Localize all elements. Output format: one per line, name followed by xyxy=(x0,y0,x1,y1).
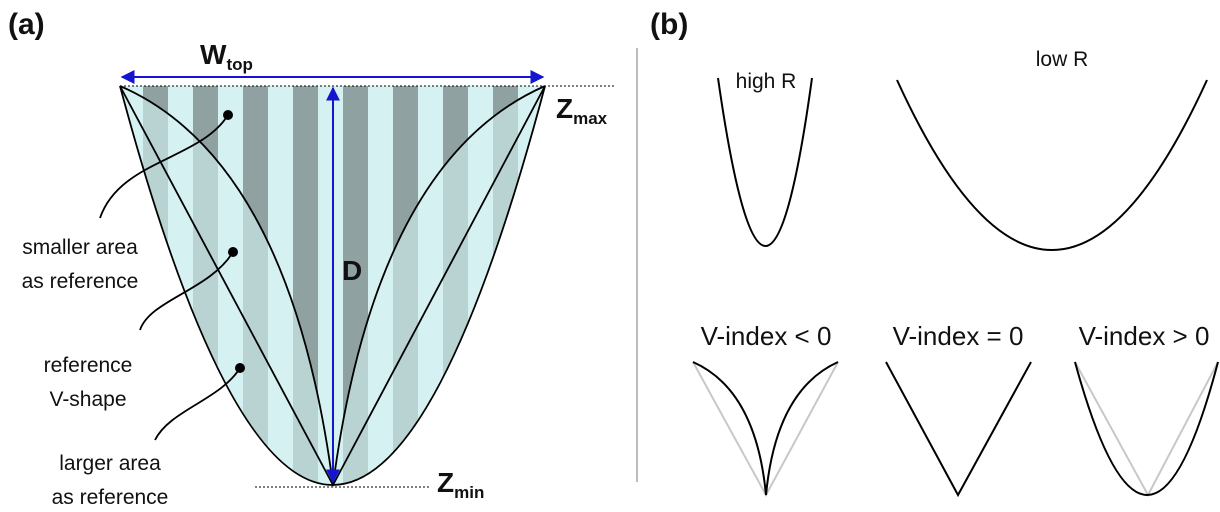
v-caption: V-index < 0 xyxy=(701,321,832,351)
curve-caption: high R xyxy=(736,70,797,93)
v-caption: V-index = 0 xyxy=(893,321,1024,351)
straight-v xyxy=(885,361,1032,498)
annotation: reference V-shape xyxy=(44,354,133,411)
z-min-label: Zmin xyxy=(437,467,484,502)
b-shapes xyxy=(692,77,1219,498)
inner-curve xyxy=(119,85,546,486)
z-max-label: Zmax xyxy=(556,93,608,128)
panel-label: (a) xyxy=(8,8,45,41)
ref-v xyxy=(692,361,839,498)
stripe xyxy=(493,86,518,485)
panel-label: (b) xyxy=(650,8,688,41)
leader-dots xyxy=(223,110,245,373)
leaders xyxy=(99,114,241,441)
depth-label: D xyxy=(342,255,362,286)
stripe xyxy=(543,86,545,485)
convex-v xyxy=(1074,361,1219,496)
shapes xyxy=(119,85,546,487)
stripe xyxy=(143,86,168,485)
curve-caption: low R xyxy=(1036,48,1089,71)
low-r-curve xyxy=(896,79,1208,251)
annotation: larger area as reference xyxy=(52,452,169,509)
width-label: Wtop xyxy=(200,39,253,74)
stripe xyxy=(543,86,545,485)
concave-v xyxy=(692,361,839,496)
v-caption: V-index > 0 xyxy=(1079,321,1210,351)
annotation: smaller area as reference xyxy=(22,236,139,293)
high-r-curve xyxy=(717,77,813,247)
